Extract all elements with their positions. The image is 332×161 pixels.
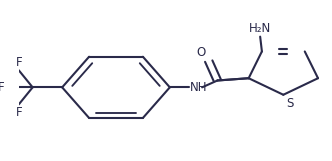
Text: F: F xyxy=(0,81,5,94)
Text: H₂N: H₂N xyxy=(249,22,271,35)
Text: O: O xyxy=(197,46,206,59)
Text: NH: NH xyxy=(190,81,208,94)
Text: F: F xyxy=(16,56,22,69)
Text: S: S xyxy=(286,97,293,110)
Text: F: F xyxy=(16,106,22,119)
